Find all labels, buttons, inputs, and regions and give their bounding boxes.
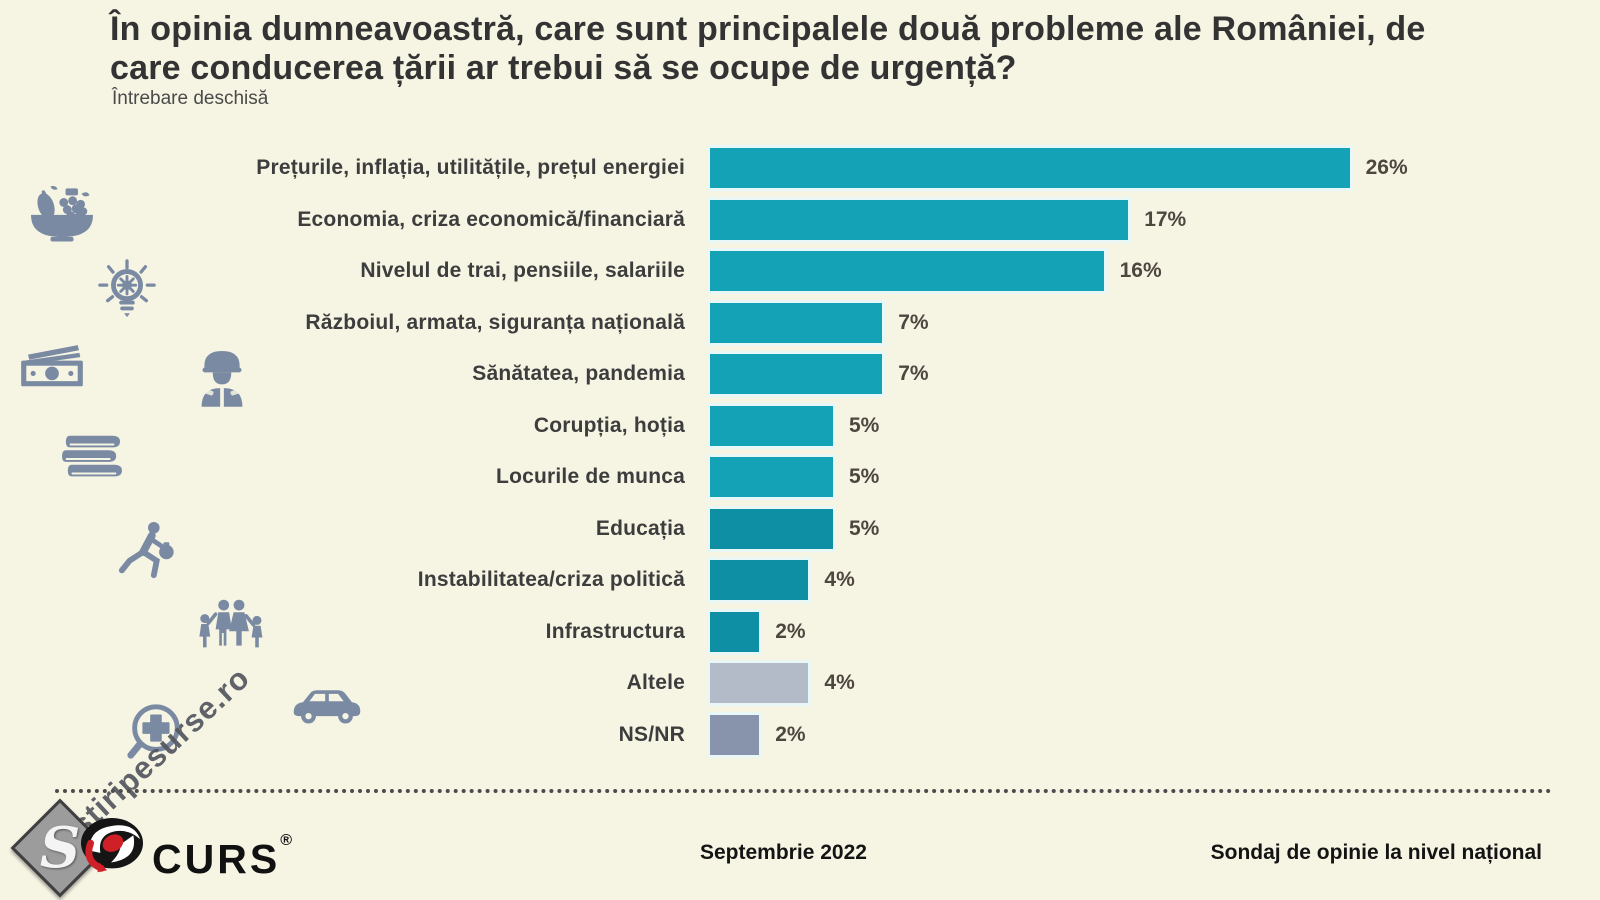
- footer-date: Septembrie 2022: [700, 841, 867, 864]
- bar-chart: Prețurile, inflația, utilitățile, prețul…: [0, 148, 1600, 766]
- bar-value: 16%: [1119, 259, 1162, 282]
- footer-note: Sondaj de opinie la nivel național: [1210, 841, 1542, 864]
- bar-label: Infrastructura: [545, 619, 685, 643]
- bar: [710, 405, 833, 446]
- bar-row: Altele 4%: [0, 663, 1600, 703]
- idea-bulb-icon: [96, 258, 158, 322]
- bar: [710, 302, 883, 343]
- bar-row: Infrastructura 2%: [0, 611, 1600, 652]
- bar-label: Prețurile, inflația, utilitățile, prețul…: [256, 156, 685, 179]
- curs-brand-name: CURS: [152, 836, 281, 882]
- chart-title: În opinia dumneavoastră, care sunt princ…: [110, 10, 1426, 88]
- bar-label: Războiul, armata, siguranța națională: [305, 310, 685, 334]
- bar-row: Locurile de munca 5%: [0, 457, 1600, 497]
- curs-brand: CURS®: [152, 832, 292, 883]
- books-icon: [56, 430, 126, 488]
- bar-label: Locurile de munca: [496, 465, 685, 488]
- bar: [710, 508, 833, 549]
- bar-value: 17%: [1144, 207, 1187, 231]
- bar: [710, 560, 809, 600]
- bar-value: 7%: [898, 362, 929, 385]
- soldier-icon: [196, 346, 248, 408]
- bar-label: NS/NR: [618, 722, 685, 746]
- bar: [710, 611, 760, 652]
- bar: [710, 457, 833, 497]
- bar-value: 2%: [775, 619, 806, 643]
- bar-row: Războiul, armata, siguranța națională 7%: [0, 302, 1600, 343]
- bar-label: Corupția, hoția: [533, 413, 685, 437]
- bar-label: Altele: [626, 671, 685, 694]
- bar-label: Educația: [595, 516, 685, 540]
- bar-value: 7%: [898, 310, 929, 334]
- car-icon: [290, 683, 364, 727]
- fruit-bowl-icon: [24, 183, 100, 245]
- bar-value: 2%: [775, 722, 806, 746]
- bar-value: 5%: [849, 465, 880, 488]
- bar-row: Nivelul de trai, pensiile, salariile 16%: [0, 251, 1600, 291]
- bar: [710, 354, 883, 394]
- bar-row: Educația 5%: [0, 508, 1600, 549]
- registered-mark: ®: [280, 832, 292, 849]
- medical-cross-icon: [124, 700, 186, 762]
- bar-value: 5%: [849, 516, 880, 540]
- bar-row: Instabilitatea/criza politică 4%: [0, 560, 1600, 600]
- bar-value: 4%: [824, 671, 855, 694]
- bar-row: Prețurile, inflația, utilitățile, prețul…: [0, 148, 1600, 188]
- bar-row: Corupția, hoția 5%: [0, 405, 1600, 446]
- bar: [710, 663, 809, 703]
- money-icon: [16, 340, 88, 388]
- bar-row: Sănătatea, pandemia 7%: [0, 354, 1600, 394]
- bar: [710, 714, 760, 755]
- chart-subtitle: Întrebare deschisă: [112, 88, 269, 109]
- bar-value: 5%: [849, 413, 880, 437]
- bar-label: Economia, criza economică/financiară: [297, 207, 685, 231]
- bar-row: Economia, criza economică/financiară 17%: [0, 199, 1600, 240]
- stiripesurse-monogram: S: [39, 814, 81, 881]
- dotted-separator: [55, 789, 1552, 793]
- bar-label: Sănătatea, pandemia: [472, 362, 685, 385]
- bar: [710, 199, 1129, 240]
- family-icon: [194, 598, 266, 650]
- bar: [710, 251, 1104, 291]
- running-thief-icon: [116, 520, 180, 582]
- bar-value: 4%: [824, 568, 855, 591]
- bar-value: 26%: [1365, 156, 1408, 179]
- bar-label: Nivelul de trai, pensiile, salariile: [360, 259, 685, 282]
- bar-row: NS/NR 2%: [0, 714, 1600, 755]
- curs-swirl-icon: [78, 816, 146, 880]
- bar: [710, 148, 1350, 188]
- bar-label: Instabilitatea/criza politică: [417, 568, 685, 591]
